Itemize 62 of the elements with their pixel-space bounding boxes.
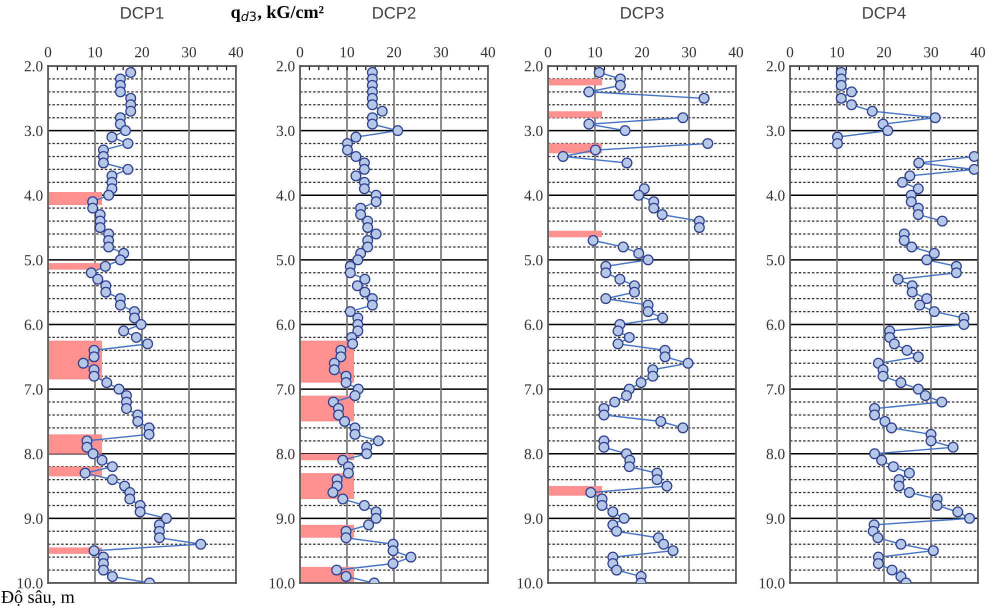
y-tick-label: 8.0 (524, 448, 543, 460)
x-tick-label: 40 (480, 47, 496, 58)
x-tick-label: 20 (135, 47, 150, 58)
y-tick-label: 9.0 (276, 514, 295, 524)
x-tick-label: 30 (924, 47, 938, 58)
y-tick-label: 10.0 (18, 578, 43, 589)
x-tick-label: 0 (296, 47, 304, 58)
x-tick-label: 30 (182, 47, 196, 58)
x-tick-label: 0 (544, 47, 552, 58)
y-tick-label: 5.0 (24, 255, 43, 266)
y-tick-label: 6.0 (276, 320, 295, 330)
x-axis-title: q$_{d3}$, kG/cm² (231, 5, 324, 22)
chart-title: DCP4 (863, 6, 906, 19)
y-tick-label: 6.0 (766, 320, 785, 330)
y-tick-label: 6.0 (24, 320, 43, 330)
y-tick-label: 9.0 (24, 514, 43, 524)
y-tick-label: 4.0 (766, 190, 785, 201)
y-tick-label: 2.0 (276, 61, 295, 72)
y-axis-title: Độ sâu, m (1, 590, 74, 606)
y-tick-label: 3.0 (524, 126, 543, 136)
y-tick-label: 3.0 (276, 126, 295, 136)
x-tick-label: 20 (387, 47, 402, 58)
y-tick-label: 10.0 (270, 578, 295, 589)
x-tick-label: 20 (635, 47, 650, 58)
x-tick-label: 0 (786, 47, 794, 58)
x-tick-label: 10 (588, 47, 602, 58)
y-tick-label: 4.0 (524, 190, 543, 201)
y-tick-label: 5.0 (524, 255, 543, 266)
x-tick-label: 10 (830, 47, 844, 58)
y-tick-label: 10.0 (760, 578, 785, 589)
y-tick-label: 8.0 (276, 448, 295, 460)
x-tick-label: 10 (340, 47, 354, 58)
y-tick-label: 7.0 (767, 384, 785, 395)
x-tick-label: 30 (682, 47, 696, 58)
y-tick-label: 4.0 (276, 190, 295, 201)
y-tick-label: 3.0 (24, 126, 43, 136)
y-tick-label: 6.0 (524, 320, 543, 330)
y-tick-label: 2.0 (766, 61, 785, 72)
y-tick-label: 2.0 (524, 61, 543, 72)
y-tick-label: 4.0 (24, 190, 43, 201)
y-tick-label: 7.0 (277, 384, 295, 395)
y-tick-label: 7.0 (25, 384, 43, 395)
x-tick-label: 40 (728, 47, 744, 58)
y-tick-label: 5.0 (766, 255, 785, 266)
y-tick-label: 9.0 (766, 514, 785, 524)
x-tick-label: 0 (44, 47, 52, 58)
y-tick-label: 8.0 (24, 448, 43, 460)
chart-title: DCP3 (621, 6, 664, 19)
x-tick-label: 20 (877, 47, 892, 58)
y-tick-label: 10.0 (518, 578, 543, 589)
chart-title: DCP1 (121, 6, 164, 19)
x-tick-label: 40 (970, 47, 986, 58)
y-tick-label: 8.0 (766, 448, 785, 460)
x-tick-label: 30 (434, 47, 448, 58)
chart-title: DCP2 (373, 6, 416, 19)
x-tick-label: 40 (228, 47, 244, 58)
y-tick-label: 7.0 (525, 384, 543, 395)
y-tick-label: 3.0 (766, 126, 785, 136)
y-tick-label: 2.0 (24, 61, 43, 72)
x-tick-label: 10 (88, 47, 102, 58)
y-tick-label: 5.0 (276, 255, 295, 266)
y-tick-label: 9.0 (524, 514, 543, 524)
